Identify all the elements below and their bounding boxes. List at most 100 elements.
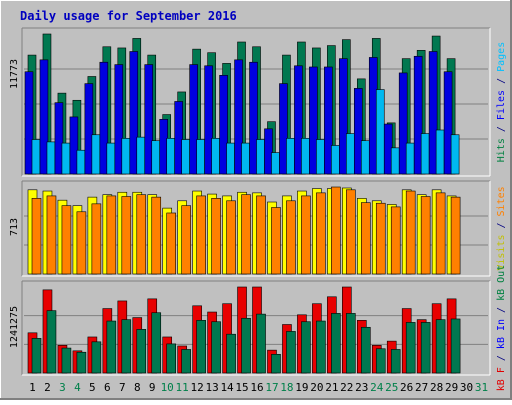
x-tick-label-3: 3 xyxy=(59,381,66,394)
panel-bottom-legend-part: kB In xyxy=(496,319,507,349)
bar-top-files-day-16 xyxy=(249,61,258,175)
bar-top-files-day-8 xyxy=(129,51,139,175)
x-tick-label-28: 28 xyxy=(430,381,443,394)
bar-top-files-day-21 xyxy=(324,66,333,175)
bar-top-pages-day-2 xyxy=(46,141,56,175)
bar-bottom-kb-out-day-4 xyxy=(76,351,87,374)
bar-top-files-day-29 xyxy=(443,71,453,175)
bar-bottom-kb-out-day-18 xyxy=(286,331,296,374)
x-tick-label-6: 6 xyxy=(104,381,111,394)
bar-bottom-kb-out-day-1 xyxy=(31,338,42,374)
bar-top-files-day-20 xyxy=(309,66,318,175)
bar-middle-sites-day-23 xyxy=(360,202,371,275)
bar-top-files-day-15 xyxy=(234,59,243,175)
bar-bottom-kb-out-day-16 xyxy=(256,313,266,374)
bar-bottom-kb-out-day-11 xyxy=(181,349,191,374)
x-tick-label-30: 30 xyxy=(460,381,473,394)
bar-top-pages-day-18 xyxy=(286,138,295,175)
bar-middle-sites-day-21 xyxy=(331,186,341,275)
bar-top-files-day-18 xyxy=(279,83,288,175)
bar-top-pages-day-4 xyxy=(76,149,86,175)
panel-bottom-legend-part: kB Out xyxy=(496,265,507,301)
bar-top-pages-day-14 xyxy=(226,142,235,175)
bar-top-pages-day-8 xyxy=(136,136,146,175)
x-tick-label-27: 27 xyxy=(415,381,428,394)
bar-bottom-kb-out-day-22 xyxy=(346,313,356,374)
bar-top-pages-day-12 xyxy=(196,139,205,175)
bar-middle-sites-day-25 xyxy=(390,206,401,275)
x-tick-label-19: 19 xyxy=(295,381,308,394)
bar-middle-sites-day-11 xyxy=(181,205,191,275)
bar-top-pages-day-13 xyxy=(211,138,220,175)
x-axis-labels: 1 2 3 4 5 6 7 8 9 10 11 12 13 14 15 16 17 18 19 20 21 22 23 24 2… xyxy=(29,381,488,394)
bar-top-files-day-11 xyxy=(174,101,183,175)
x-tick-label-26: 26 xyxy=(400,381,413,394)
panel-top-legend-part: / xyxy=(496,72,507,90)
x-tick-label-4: 4 xyxy=(74,381,81,394)
bar-bottom-kb-out-day-20 xyxy=(316,320,326,374)
panel-bottom-legend-label: kB F / kB In / kB Out xyxy=(496,265,507,391)
bar-middle-sites-day-28 xyxy=(435,192,446,275)
bar-bottom-kb-out-day-28 xyxy=(435,319,446,374)
panel-middle-max-label: 713 xyxy=(9,218,20,236)
bar-top-pages-day-22 xyxy=(346,133,355,175)
bar-top-files-day-22 xyxy=(339,58,348,175)
bar-middle-sites-day-24 xyxy=(375,202,386,275)
bar-middle-sites-day-29 xyxy=(450,196,461,275)
x-tick-label-21: 21 xyxy=(325,381,338,394)
bar-bottom-kb-out-day-15 xyxy=(241,317,251,374)
bar-middle-sites-day-14 xyxy=(226,200,236,275)
bar-top-files-day-9 xyxy=(144,64,154,175)
bar-top-files-day-28 xyxy=(428,51,438,175)
x-tick-label-22: 22 xyxy=(340,381,353,394)
bar-middle-sites-day-13 xyxy=(211,198,221,275)
bar-middle-sites-day-8 xyxy=(136,194,147,275)
panel-bottom-legend-part: kB F xyxy=(496,367,507,391)
bar-middle-sites-day-4 xyxy=(76,211,87,275)
bar-top-files-day-26 xyxy=(398,72,408,175)
bar-bottom-kb-out-day-13 xyxy=(211,321,221,374)
bar-top-pages-day-29 xyxy=(450,134,460,175)
bar-top-pages-day-16 xyxy=(256,139,265,175)
bar-top-pages-day-26 xyxy=(405,142,415,175)
bar-top-files-day-6 xyxy=(99,61,109,175)
bar-top-files-day-3 xyxy=(54,102,64,175)
bar-bottom-kb-out-day-7 xyxy=(121,319,132,374)
x-tick-label-14: 14 xyxy=(220,381,234,394)
bar-middle-sites-day-12 xyxy=(196,195,206,275)
bar-bottom-kb-out-day-19 xyxy=(301,321,311,374)
bar-top-files-day-13 xyxy=(204,65,213,175)
bar-middle-sites-day-27 xyxy=(420,196,431,275)
bar-top-files-day-14 xyxy=(219,74,228,175)
bar-middle-sites-day-22 xyxy=(346,189,356,275)
bar-top-pages-day-3 xyxy=(61,142,71,175)
bar-middle-sites-day-26 xyxy=(405,190,416,275)
bar-middle-sites-day-5 xyxy=(91,203,102,275)
bar-bottom-kb-out-day-25 xyxy=(390,349,401,374)
bar-middle-sites-day-17 xyxy=(271,207,281,275)
panel-bottom-max-label: 1241275 xyxy=(9,306,20,348)
bar-top-pages-day-10 xyxy=(166,138,176,175)
bar-top-pages-day-7 xyxy=(121,138,131,175)
x-tick-label-1: 1 xyxy=(29,381,36,394)
x-tick-label-16: 16 xyxy=(250,381,263,394)
x-tick-label-23: 23 xyxy=(355,381,368,394)
bar-top-pages-day-19 xyxy=(301,138,310,175)
bar-top-pages-day-25 xyxy=(390,147,400,175)
bar-top-pages-day-17 xyxy=(271,152,280,175)
panel-top-legend-label: Hits / Files / Pages xyxy=(496,42,507,162)
bar-top-pages-day-27 xyxy=(420,133,430,175)
panel-middle: 713 Visits / Sites xyxy=(9,180,507,277)
bar-middle-sites-day-7 xyxy=(121,196,132,275)
bar-bottom-kb-out-day-6 xyxy=(106,320,117,374)
bar-top-pages-day-15 xyxy=(241,142,250,175)
x-tick-label-13: 13 xyxy=(205,381,218,394)
x-tick-label-20: 20 xyxy=(310,381,323,394)
bar-bottom-kb-out-day-5 xyxy=(91,341,102,374)
bar-middle-sites-day-3 xyxy=(61,205,72,275)
panel-top-legend-part: Files xyxy=(496,90,507,120)
panel-bottom-legend-part: / xyxy=(496,349,507,367)
